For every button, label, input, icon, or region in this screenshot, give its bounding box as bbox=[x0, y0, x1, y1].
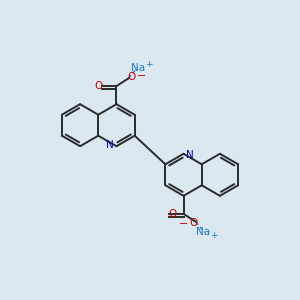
Text: O: O bbox=[94, 80, 103, 91]
Text: O: O bbox=[128, 72, 136, 82]
Text: −: − bbox=[136, 71, 146, 81]
Text: +: + bbox=[145, 60, 152, 69]
Text: Na: Na bbox=[196, 227, 210, 237]
Text: N: N bbox=[106, 140, 114, 150]
Text: O: O bbox=[168, 209, 177, 220]
Text: −: − bbox=[179, 219, 188, 229]
Text: Na: Na bbox=[131, 63, 145, 73]
Text: +: + bbox=[210, 231, 218, 240]
Text: O: O bbox=[189, 218, 197, 228]
Text: N: N bbox=[186, 150, 194, 160]
